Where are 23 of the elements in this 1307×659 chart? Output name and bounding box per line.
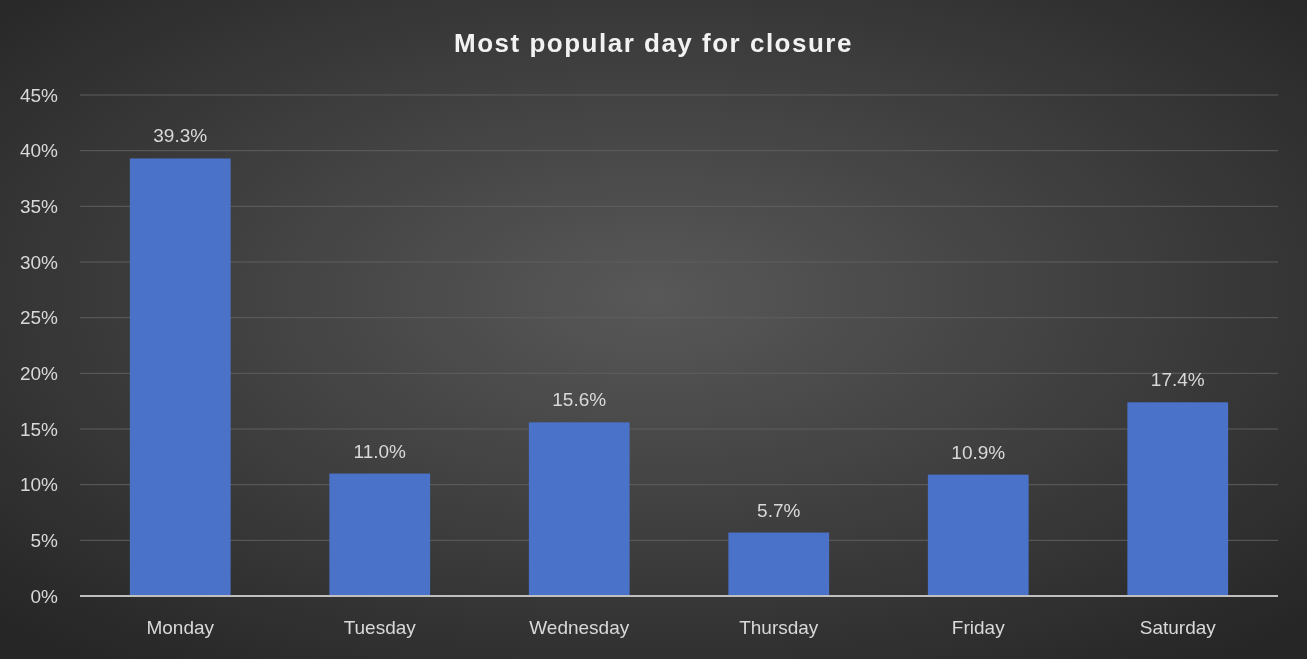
y-tick-label: 30% bbox=[19, 251, 59, 273]
y-tick-label: 20% bbox=[19, 362, 59, 384]
y-tick-label: 5% bbox=[30, 529, 59, 551]
x-tick-label: Thursday bbox=[739, 617, 819, 638]
data-label: 5.7% bbox=[757, 499, 801, 521]
y-tick-label: 10% bbox=[19, 474, 59, 496]
y-tick-label: 25% bbox=[19, 307, 59, 329]
data-label: 11.0% bbox=[353, 440, 407, 462]
y-tick-label: 15% bbox=[19, 418, 59, 440]
x-tick-label: Monday bbox=[146, 617, 215, 638]
data-label: 39.3% bbox=[153, 125, 208, 147]
x-tick-label: Tuesday bbox=[343, 617, 417, 638]
x-tick-label: Saturday bbox=[1139, 617, 1217, 638]
y-tick-label: 0% bbox=[30, 585, 59, 607]
x-tick-label: Friday bbox=[951, 617, 1006, 638]
data-label: 10.9% bbox=[951, 441, 1006, 463]
x-tick-label: Wednesday bbox=[529, 617, 630, 638]
chart-title: Most popular day for closure bbox=[454, 28, 853, 58]
y-tick-label: 40% bbox=[19, 140, 59, 162]
y-tick-label: 35% bbox=[19, 195, 59, 217]
y-tick-label: 45% bbox=[19, 84, 59, 106]
data-label: 17.4% bbox=[1150, 369, 1205, 391]
data-label: 15.6% bbox=[552, 389, 607, 411]
